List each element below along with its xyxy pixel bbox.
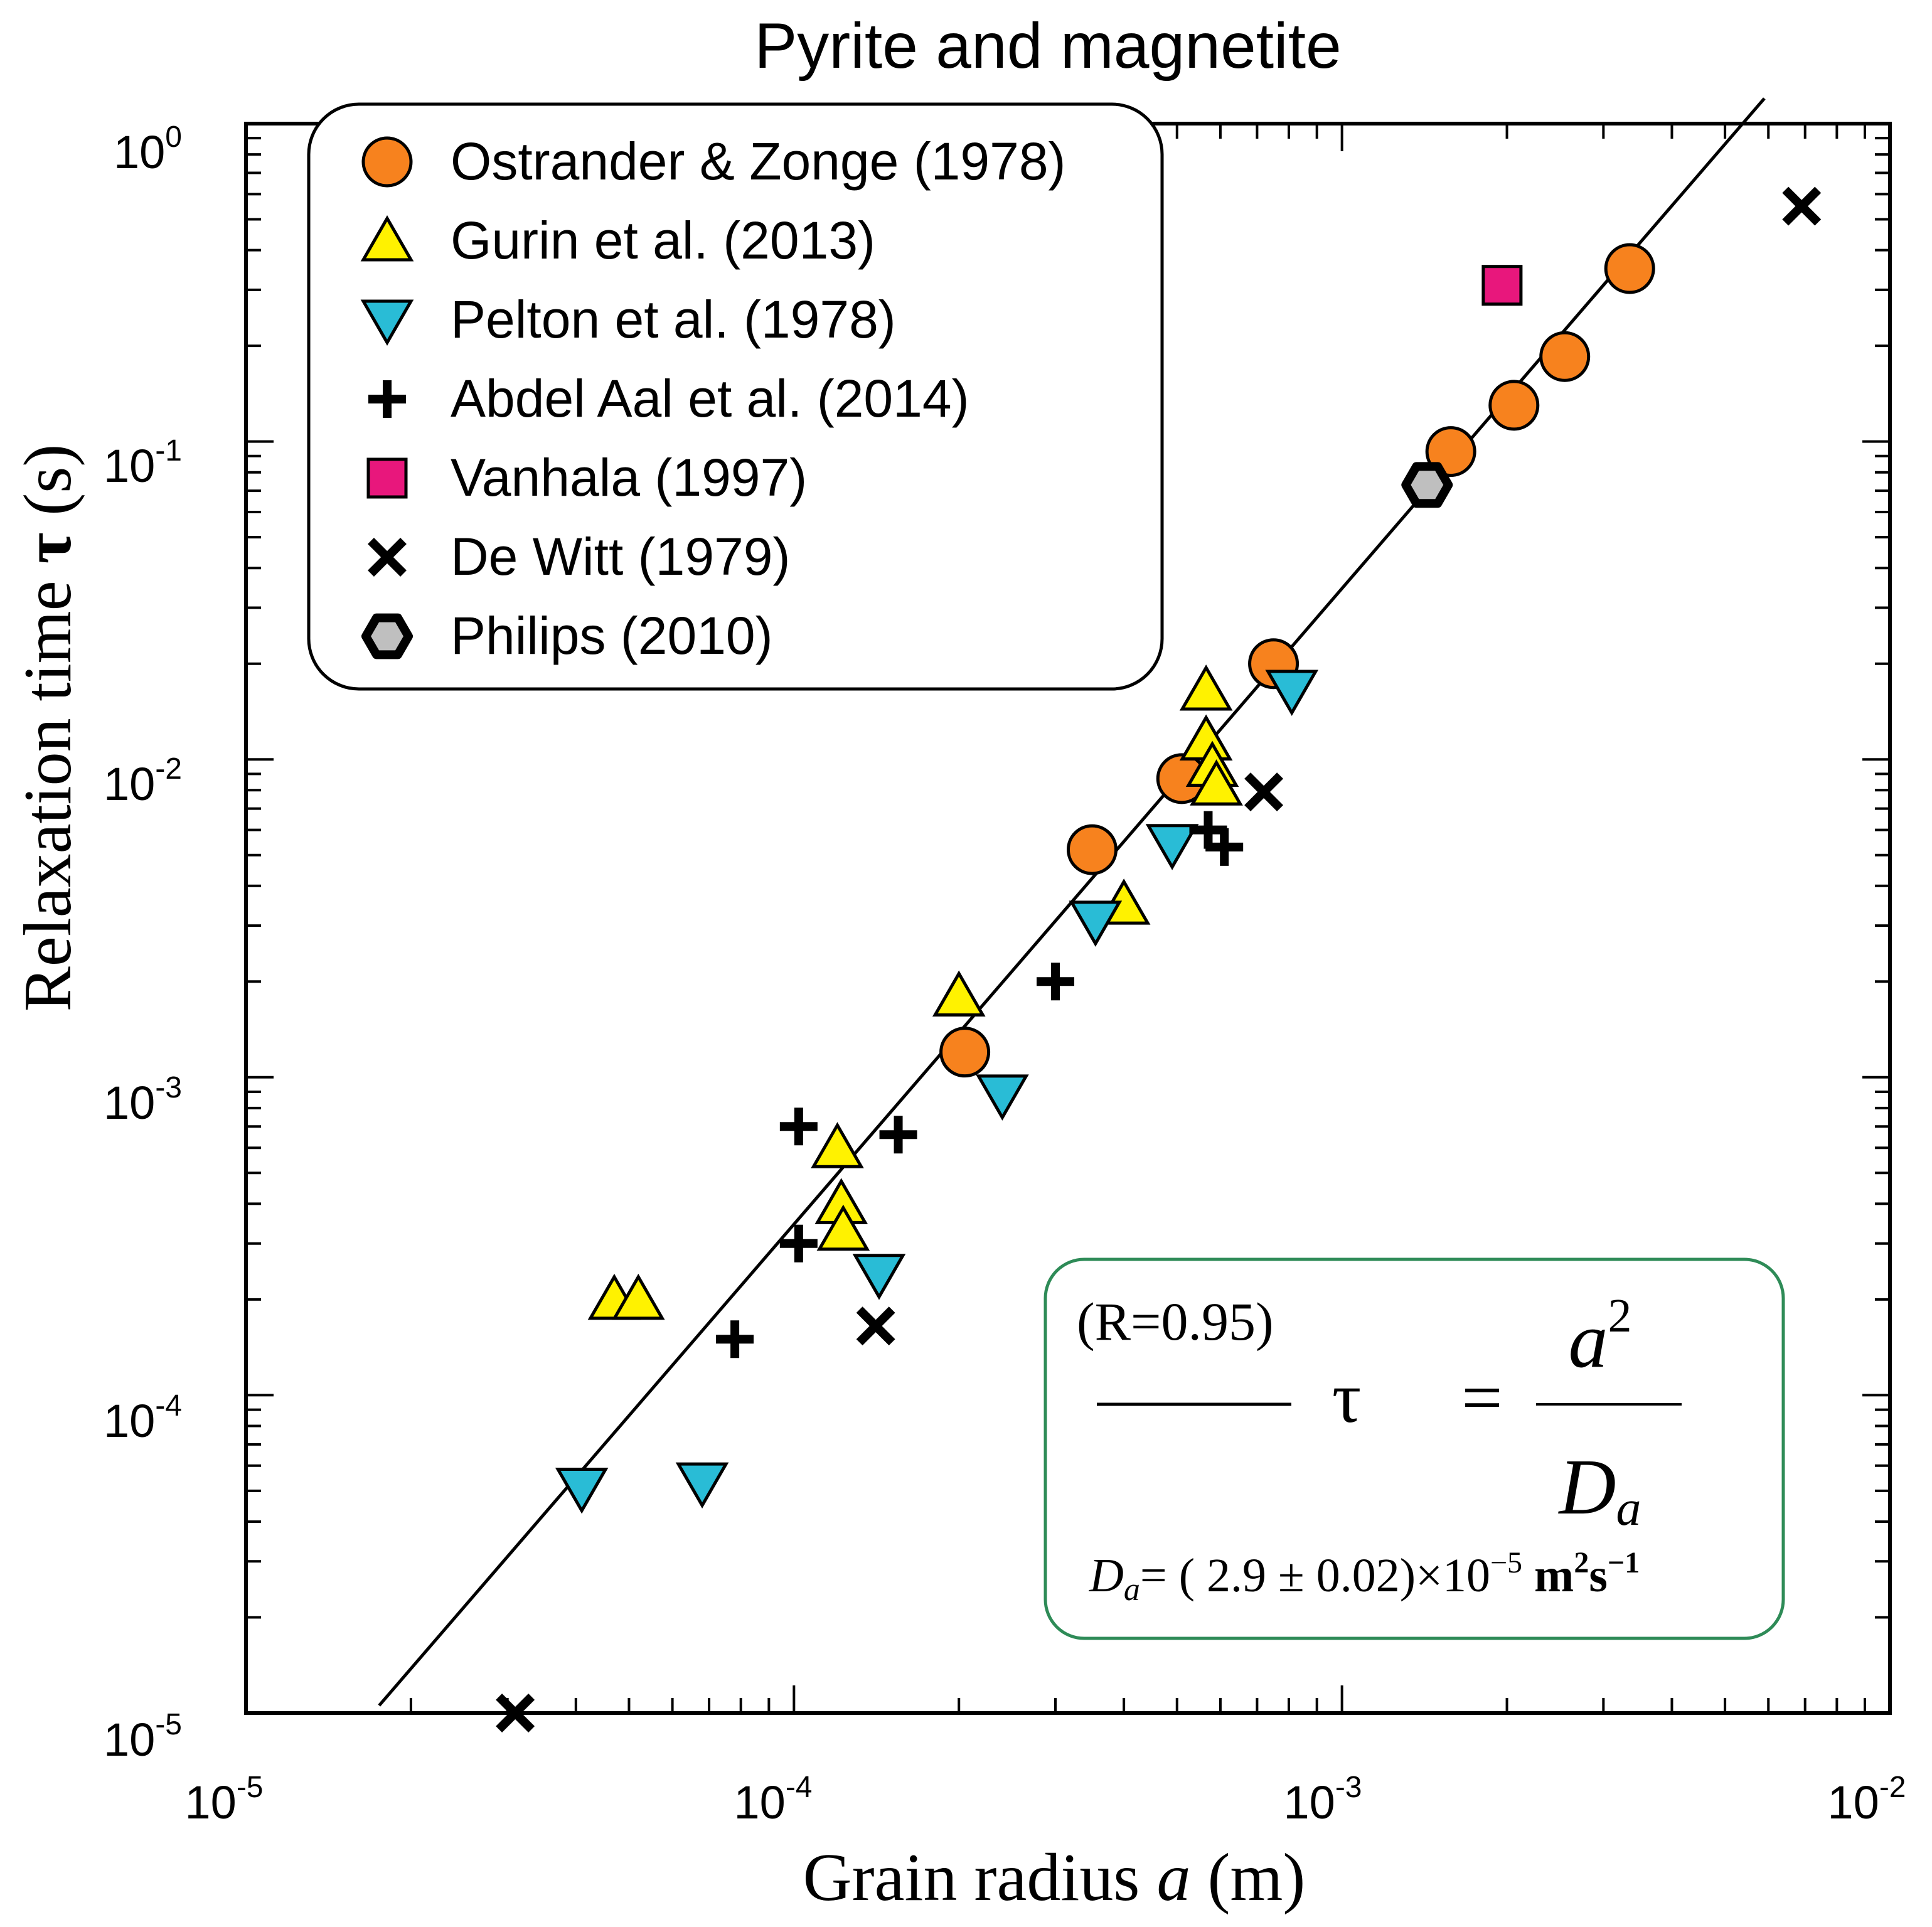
legend-marker-ostrander-zonge-1978 bbox=[361, 136, 413, 188]
legend-markers bbox=[360, 136, 414, 659]
data-point-pelton-et-al-1978 bbox=[555, 1468, 609, 1514]
data-point-vanhala-1997 bbox=[1481, 265, 1523, 306]
x-tick-label: 10-3 bbox=[1284, 1771, 1362, 1828]
x-tick-label: 10-4 bbox=[734, 1771, 813, 1828]
data-point-abdel-aal-et-al-2014 bbox=[1205, 828, 1244, 866]
axis-ticks bbox=[245, 122, 1891, 1714]
legend-label: Vanhala (1997) bbox=[451, 448, 807, 507]
data-point-pelton-et-al-1978 bbox=[852, 1254, 906, 1300]
data-point-pelton-et-al-1978 bbox=[976, 1074, 1029, 1121]
data-point-pelton-et-al-1978 bbox=[1265, 670, 1319, 717]
data-point-abdel-aal-et-al-2014 bbox=[716, 1320, 754, 1359]
legend-marker-abdel-aal-et-al-2014 bbox=[368, 380, 406, 418]
legend-label: Ostrander & Zonge (1978) bbox=[451, 132, 1066, 191]
legend-marker-philips-2010 bbox=[361, 613, 413, 659]
data-point-ostrander-zonge-1978 bbox=[939, 1027, 991, 1078]
data-point-de-witt-1979 bbox=[1244, 772, 1284, 812]
data-point-gurin-et-al-2013 bbox=[811, 1122, 864, 1168]
data-point-gurin-et-al-2013 bbox=[932, 970, 986, 1017]
legend-marker-vanhala-1997 bbox=[366, 457, 408, 499]
legend-box bbox=[307, 102, 1164, 691]
y-tick-label: 10-1 bbox=[104, 434, 182, 492]
data-point-gurin-et-al-2013 bbox=[1190, 759, 1243, 806]
data-point-ostrander-zonge-1978 bbox=[1488, 380, 1540, 431]
y-tick-labels: 100 10-1 10-2 10-3 10-4 10-5 bbox=[104, 120, 182, 1766]
data-point-ostrander-zonge-1978 bbox=[1539, 331, 1591, 382]
data-point-gurin-et-al-2013 bbox=[816, 1204, 870, 1251]
legend-label: Philips (2010) bbox=[451, 606, 773, 665]
legend-marker-de-witt-1979 bbox=[368, 538, 407, 577]
legend-label: Pelton et al. (1978) bbox=[451, 290, 896, 349]
data-point-ostrander-zonge-1978 bbox=[1066, 824, 1118, 875]
data-point-abdel-aal-et-al-2014 bbox=[1037, 963, 1075, 1001]
data-point-gurin-et-al-2013 bbox=[611, 1273, 665, 1320]
x-tick-labels: 10-5 10-4 10-3 10-2 bbox=[185, 1771, 1906, 1828]
fit-numerator: a2 bbox=[1569, 1289, 1632, 1384]
legend-marker-pelton-et-al-1978 bbox=[360, 299, 414, 346]
y-tick-label: 100 bbox=[114, 120, 182, 178]
data-point-pelton-et-al-1978 bbox=[675, 1462, 729, 1509]
data-points bbox=[496, 186, 1822, 1732]
legend: Ostrander & Zonge (1978) Gurin et al. (2… bbox=[307, 102, 1164, 691]
data-point-abdel-aal-et-al-2014 bbox=[879, 1116, 917, 1154]
y-tick-label: 10-5 bbox=[104, 1708, 182, 1766]
fit-r-label: (R=0.95) bbox=[1077, 1291, 1274, 1352]
data-point-de-witt-1979 bbox=[856, 1306, 895, 1346]
y-tick-label: 10-3 bbox=[104, 1071, 182, 1129]
data-point-abdel-aal-et-al-2014 bbox=[779, 1108, 818, 1146]
data-point-pelton-et-al-1978 bbox=[1069, 900, 1123, 947]
data-point-de-witt-1979 bbox=[1782, 186, 1822, 226]
fit-d-value: Da= ( 2.9 ± 0.02)×10−5 m2s−1 bbox=[1089, 1546, 1640, 1608]
legend-label: Abdel Aal et al. (2014) bbox=[451, 369, 969, 428]
y-tick-label: 10-2 bbox=[104, 752, 182, 810]
legend-label: Gurin et al. (2013) bbox=[451, 211, 875, 270]
x-tick-label: 10-5 bbox=[185, 1771, 264, 1828]
chart-title: Pyrite and magnetite bbox=[754, 10, 1342, 82]
data-point-de-witt-1979 bbox=[496, 1694, 535, 1732]
data-point-gurin-et-al-2013 bbox=[1179, 665, 1233, 711]
legend-marker-gurin-et-al-2013 bbox=[360, 215, 414, 262]
fit-denominator: Da bbox=[1558, 1444, 1641, 1536]
data-point-abdel-aal-et-al-2014 bbox=[779, 1224, 818, 1262]
x-axis-label: Grain radius a (m) bbox=[803, 1840, 1306, 1915]
data-point-pelton-et-al-1978 bbox=[1145, 824, 1199, 870]
data-point-philips-2010 bbox=[1401, 462, 1453, 508]
y-tick-label: 10-4 bbox=[104, 1389, 182, 1447]
legend-label: De Witt (1979) bbox=[451, 527, 791, 586]
y-axis-label: Relaxation time τ (s) bbox=[11, 444, 85, 1012]
x-tick-label: 10-2 bbox=[1828, 1771, 1906, 1828]
fit-equals: = bbox=[1461, 1358, 1502, 1438]
fit-annotation: (R=0.95) τ = a2 Da Da= ( 2.9 ± 0.02)×10−… bbox=[1043, 1257, 1785, 1640]
data-point-ostrander-zonge-1978 bbox=[1604, 243, 1655, 294]
fit-tau: τ bbox=[1332, 1358, 1362, 1438]
fit-annotation-box bbox=[1043, 1257, 1785, 1640]
